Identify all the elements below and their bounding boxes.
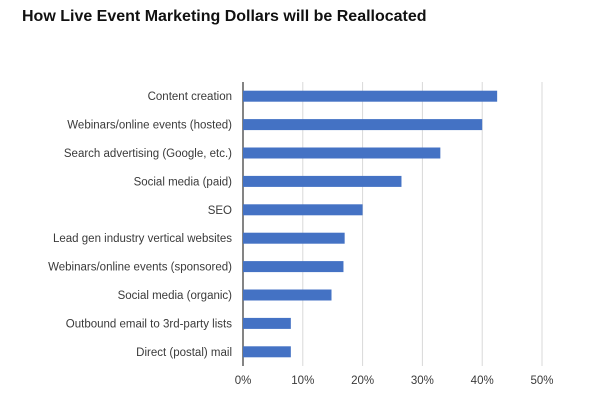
category-label: Search advertising (Google, etc.): [64, 148, 232, 160]
x-tick-labels: 0% 10% 20% 30% 40% 50%: [235, 375, 554, 387]
bars: [243, 90, 498, 358]
x-tick-label: 0%: [235, 375, 252, 387]
category-label: Content creation: [148, 91, 232, 103]
bar: [243, 90, 498, 102]
bar: [243, 232, 345, 244]
bar: [243, 204, 363, 216]
bar: [243, 289, 332, 301]
chart-title: How Live Event Marketing Dollars will be…: [22, 8, 427, 25]
category-label: Outbound email to 3rd-party lists: [66, 318, 232, 330]
bar: [243, 147, 441, 159]
bar: [243, 175, 402, 187]
category-label: Webinars/online events (sponsored): [48, 262, 232, 274]
x-tick-label: 10%: [291, 375, 314, 387]
category-label: Social media (organic): [118, 290, 233, 302]
category-label: SEO: [208, 205, 232, 217]
x-tick-label: 30%: [411, 375, 434, 387]
bar: [243, 119, 483, 131]
category-labels: Content creation Webinars/online events (…: [48, 91, 232, 359]
bar: [243, 317, 291, 329]
category-label: Social media (paid): [134, 176, 233, 188]
category-label: Direct (postal) mail: [136, 347, 232, 359]
x-tick-label: 50%: [530, 375, 553, 387]
category-label: Lead gen industry vertical websites: [53, 233, 232, 245]
category-label: Webinars/online events (hosted): [67, 120, 232, 132]
x-tick-label: 40%: [471, 375, 494, 387]
x-tick-label: 20%: [351, 375, 374, 387]
bar: [243, 261, 344, 273]
bar: [243, 346, 291, 358]
